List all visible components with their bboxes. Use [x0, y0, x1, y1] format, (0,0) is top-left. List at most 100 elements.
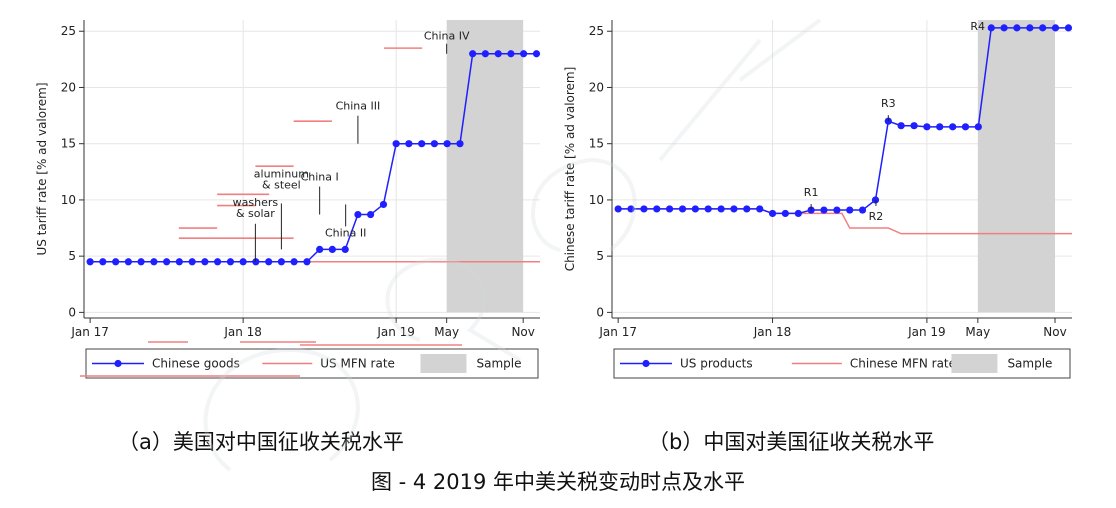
- data-point: [730, 205, 738, 213]
- annotation-label: washers: [233, 196, 279, 209]
- data-point: [1039, 24, 1047, 32]
- annotation-label: China IV: [424, 30, 470, 43]
- data-point: [124, 258, 132, 266]
- chart-panel-b: 0 5 10 15 20 25 Jan 17 Jan 18 Jan 19 May Nov Chines…: [563, 20, 1073, 379]
- annotation: R1: [804, 186, 819, 211]
- data-point: [150, 258, 158, 266]
- data-point: [290, 258, 298, 266]
- legend-swatch-sample: [420, 354, 467, 373]
- legend-label: Sample: [1007, 357, 1052, 371]
- data-point: [277, 258, 285, 266]
- annotation-label: R3: [881, 97, 896, 110]
- legend: Chinese goods US MFN rate Sample: [85, 348, 539, 379]
- data-point: [532, 50, 541, 58]
- legend-label: Chinese goods: [152, 357, 240, 371]
- y-tick-label: 15: [61, 137, 76, 151]
- data-point: [443, 140, 451, 148]
- data-point: [781, 209, 789, 218]
- data-point: [137, 258, 145, 266]
- annotation: China II: [325, 204, 366, 239]
- data-point: [691, 205, 699, 213]
- x-tick-label: Jan 19: [376, 325, 415, 339]
- data-point: [833, 206, 841, 214]
- data-point: [112, 258, 120, 266]
- data-point: [379, 200, 388, 209]
- annotation-label: R4: [970, 20, 985, 33]
- data-point: [316, 245, 324, 254]
- legend-marker-main: [642, 359, 650, 368]
- data-point: [653, 205, 661, 213]
- data-point: [405, 140, 413, 148]
- data-point: [520, 50, 528, 58]
- data-point: [756, 205, 764, 213]
- data-point: [213, 258, 222, 266]
- y-tick-label: 5: [68, 249, 76, 263]
- x-tick-label: Jan 17: [70, 325, 109, 339]
- data-point: [354, 210, 362, 219]
- y-tick-label: 25: [61, 24, 76, 38]
- data-point: [163, 258, 171, 266]
- data-point: [328, 245, 336, 254]
- data-point: [392, 140, 400, 148]
- legend-label: Chinese MFN rate: [850, 357, 956, 371]
- legend-label: Sample: [476, 357, 521, 371]
- x-tick-label: May: [434, 325, 459, 339]
- x-tick-label: Jan 18: [223, 325, 262, 339]
- x-tick-label: Jan 17: [598, 325, 637, 339]
- annotation: aluminum& steel: [254, 167, 309, 250]
- annotation-label: China III: [336, 100, 381, 113]
- data-point: [507, 50, 515, 58]
- annotation-label: R2: [869, 210, 884, 223]
- annotation-label: aluminum: [254, 167, 309, 180]
- y-tick-label: 5: [596, 249, 604, 263]
- legend: US products Chinese MFN rate Sample: [613, 348, 1071, 379]
- x-tick-label: Jan 19: [907, 325, 946, 339]
- data-point: [897, 122, 905, 130]
- data-point: [678, 205, 687, 213]
- data-point: [1026, 24, 1034, 32]
- figure-caption: 图 - 4 2019 年中美关税变动时点及水平: [370, 470, 746, 494]
- y-axis-label: US tariff rate [% ad valorem]: [35, 82, 49, 255]
- data-point: [640, 205, 648, 213]
- legend-marker-main: [114, 359, 122, 368]
- annotation-label: R1: [804, 186, 819, 199]
- annotation: R3: [881, 97, 896, 122]
- data-point: [86, 258, 94, 266]
- data-point: [846, 206, 854, 214]
- data-point: [987, 24, 995, 32]
- annotation: R4: [970, 20, 985, 33]
- data-point: [961, 123, 970, 131]
- data-point: [226, 258, 235, 266]
- data-point: [239, 258, 247, 266]
- y-axis-label: Chinese tariff rate [% ad valorem]: [563, 67, 577, 272]
- data-point: [418, 140, 426, 148]
- annotation: washers& solar: [233, 196, 279, 262]
- x-tick-label: Nov: [511, 325, 534, 339]
- data-point: [175, 258, 183, 266]
- data-point: [627, 205, 635, 213]
- x-tick-label: Jan 18: [753, 325, 792, 339]
- data-point: [1000, 24, 1008, 32]
- y-tick-label: 20: [61, 80, 76, 94]
- data-point: [430, 140, 439, 148]
- data-point: [1051, 24, 1060, 32]
- caption-panel-b: （b）中国对美国征收关税水平: [648, 430, 935, 454]
- data-point: [704, 205, 712, 213]
- annotation-label-2: & steel: [262, 178, 301, 191]
- data-point: [768, 209, 777, 218]
- data-point: [265, 258, 273, 266]
- data-point: [665, 205, 674, 213]
- legend-label: US products: [680, 357, 753, 371]
- data-point: [743, 205, 751, 213]
- annotation-label: China I: [301, 171, 339, 184]
- data-point: [910, 122, 918, 130]
- data-point: [341, 245, 349, 254]
- data-point: [188, 258, 196, 266]
- data-point: [614, 205, 622, 213]
- data-point: [1064, 24, 1073, 32]
- x-tick-label: Nov: [1043, 325, 1066, 339]
- y-tick-label: 10: [61, 193, 76, 207]
- sample-shade: [977, 20, 1056, 313]
- caption-panel-a: （a）美国对中国征收关税水平: [118, 430, 404, 454]
- y-tick-label: 25: [589, 24, 604, 38]
